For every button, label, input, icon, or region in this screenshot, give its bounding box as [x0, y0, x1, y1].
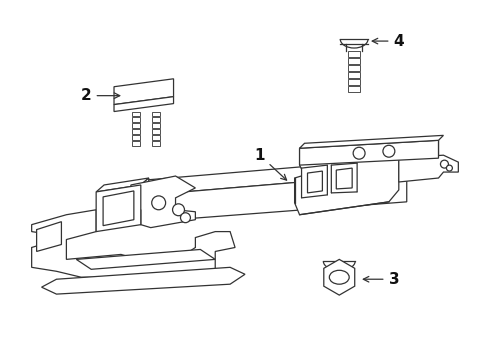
Polygon shape	[299, 140, 438, 165]
Polygon shape	[336, 168, 351, 189]
Polygon shape	[347, 79, 359, 85]
Polygon shape	[347, 72, 359, 78]
Polygon shape	[96, 178, 148, 192]
Polygon shape	[323, 260, 354, 295]
Polygon shape	[76, 249, 215, 269]
Polygon shape	[398, 155, 457, 182]
Circle shape	[151, 196, 165, 210]
Polygon shape	[301, 165, 326, 198]
Polygon shape	[132, 141, 140, 146]
Polygon shape	[114, 79, 173, 105]
Circle shape	[446, 165, 451, 171]
Polygon shape	[347, 86, 359, 92]
Polygon shape	[347, 65, 359, 71]
Circle shape	[172, 204, 184, 216]
Polygon shape	[132, 117, 140, 122]
Polygon shape	[151, 112, 160, 117]
Circle shape	[382, 145, 394, 157]
Text: 3: 3	[363, 272, 398, 287]
Polygon shape	[307, 171, 322, 193]
Polygon shape	[132, 112, 140, 117]
Polygon shape	[114, 96, 173, 112]
Text: 1: 1	[254, 148, 286, 180]
Polygon shape	[294, 140, 438, 215]
Circle shape	[440, 160, 447, 168]
Polygon shape	[151, 141, 160, 146]
Polygon shape	[151, 117, 160, 122]
Polygon shape	[141, 178, 148, 225]
Polygon shape	[96, 185, 141, 231]
Text: 4: 4	[371, 33, 403, 49]
Circle shape	[352, 147, 365, 159]
Polygon shape	[148, 173, 406, 222]
Polygon shape	[132, 129, 140, 134]
Polygon shape	[37, 222, 61, 251]
Polygon shape	[132, 135, 140, 140]
Polygon shape	[32, 210, 235, 277]
Polygon shape	[145, 158, 406, 195]
Polygon shape	[151, 129, 160, 134]
Circle shape	[180, 213, 190, 223]
Polygon shape	[151, 123, 160, 129]
Polygon shape	[151, 135, 160, 140]
Polygon shape	[41, 267, 244, 294]
Polygon shape	[132, 123, 140, 129]
Polygon shape	[299, 135, 443, 148]
Polygon shape	[347, 51, 359, 57]
Polygon shape	[103, 191, 134, 226]
Polygon shape	[331, 163, 356, 193]
Text: 2: 2	[81, 88, 120, 103]
Polygon shape	[131, 176, 195, 228]
Ellipse shape	[328, 270, 348, 284]
Polygon shape	[347, 58, 359, 64]
